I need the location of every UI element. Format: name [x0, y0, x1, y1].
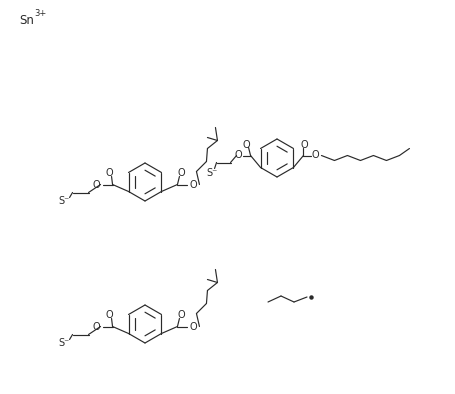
Text: S⁻: S⁻ [58, 195, 69, 206]
Text: O: O [92, 322, 100, 331]
Text: O: O [106, 310, 113, 320]
Text: O: O [92, 180, 100, 190]
Text: S⁻: S⁻ [58, 338, 69, 348]
Text: O: O [177, 169, 185, 178]
Text: O: O [189, 180, 197, 190]
Text: O: O [189, 322, 197, 331]
Text: S⁻: S⁻ [206, 167, 217, 178]
Text: O: O [234, 151, 242, 160]
Text: O: O [106, 169, 113, 178]
Text: O: O [242, 141, 250, 151]
Text: O: O [177, 310, 185, 320]
Text: O: O [311, 151, 318, 160]
Text: 3+: 3+ [34, 9, 46, 17]
Text: Sn: Sn [19, 13, 34, 26]
Text: O: O [300, 141, 308, 151]
